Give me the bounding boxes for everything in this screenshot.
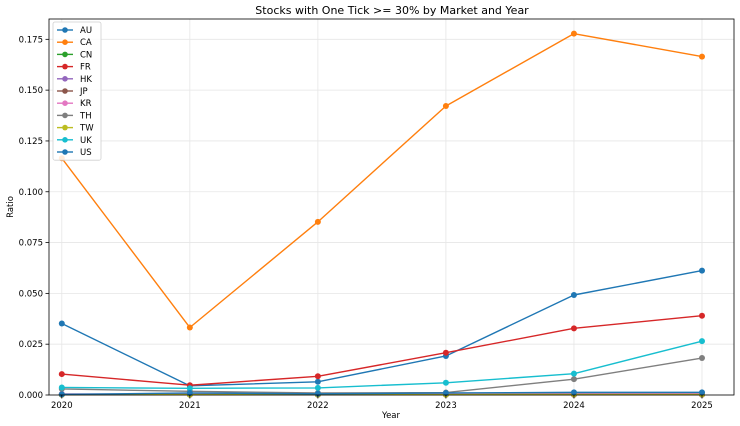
data-point-th[interactable] [698, 355, 705, 362]
plot-frame [48, 18, 735, 396]
x-axis-label: Year [381, 411, 401, 421]
y-tick-label: 0.025 [19, 340, 43, 350]
legend-label: UK [80, 136, 92, 146]
legend-marker [62, 27, 68, 33]
data-point-ca[interactable] [442, 102, 449, 109]
x-tick-label: 2020 [51, 401, 73, 411]
series-line-au [61, 269, 703, 387]
grid [49, 19, 734, 396]
legend-marker [62, 112, 68, 119]
data-point-ca[interactable] [698, 53, 705, 60]
legend-label: FR [80, 63, 91, 73]
y-tick-label: 0.175 [19, 35, 43, 45]
data-point-au[interactable] [698, 267, 705, 274]
legend-marker [62, 39, 68, 45]
series-ca [58, 30, 705, 331]
series-line-us [61, 391, 702, 396]
series-line-uk [61, 340, 703, 389]
data-point-us[interactable] [58, 391, 65, 398]
legend-item-hk[interactable]: HK [57, 75, 92, 85]
data-point-fr[interactable] [698, 312, 705, 319]
y-axis: 0.000 0.025 0.050 0.075 0.100 0.125 0.150 0.175 [19, 35, 49, 401]
data-point-au[interactable] [58, 320, 65, 327]
legend-label: TW [79, 124, 94, 134]
y-tick-label: 0.050 [19, 289, 43, 299]
chart-title: Stocks with One Tick >= 30% by Market an… [255, 4, 529, 17]
data-point-au[interactable] [314, 378, 321, 385]
legend-item-uk[interactable]: UK [57, 136, 92, 146]
legend-item-th[interactable]: TH [57, 111, 92, 121]
data-point-fr[interactable] [570, 325, 577, 332]
legend-item-cn[interactable]: CN [57, 50, 92, 60]
data-point-us[interactable] [570, 389, 577, 396]
x-tick-label: 2024 [563, 401, 585, 411]
legend-marker [62, 76, 68, 82]
legend-label: JP [79, 87, 88, 97]
legend-item-kr[interactable]: KR [57, 99, 92, 109]
legend-marker [62, 149, 68, 155]
x-tick-label: 2022 [307, 401, 329, 411]
legend[interactable]: AU CA CN FR HK JP KR TH TW UK US [52, 21, 102, 161]
legend-marker [62, 124, 68, 131]
data-point-uk[interactable] [186, 385, 193, 392]
data-point-ca[interactable] [186, 324, 193, 331]
legend-item-us[interactable]: US [57, 148, 92, 158]
series-us [58, 389, 705, 398]
data-point-uk[interactable] [58, 384, 65, 391]
x-tick-label: 2025 [691, 401, 713, 411]
legend-item-au[interactable]: AU [57, 26, 92, 36]
y-tick-label: 0.100 [19, 188, 43, 198]
legend-label: AU [80, 26, 92, 36]
series-au [58, 267, 705, 389]
data-point-ca[interactable] [570, 30, 577, 37]
data-point-ca[interactable] [314, 218, 321, 225]
legend-label: TH [79, 111, 92, 121]
y-axis-label: Ratio [6, 196, 16, 218]
x-axis: 2020 2021 2022 2023 2024 2025 [51, 395, 713, 411]
legend-label: KR [80, 99, 92, 109]
data-point-us[interactable] [698, 389, 705, 396]
data-point-us[interactable] [186, 389, 193, 396]
data-point-th[interactable] [570, 376, 577, 383]
legend-item-tw[interactable]: TW [57, 124, 94, 134]
data-point-us[interactable] [442, 389, 449, 396]
legend-label: HK [80, 75, 92, 85]
series-line-ca [61, 32, 703, 329]
data-point-uk[interactable] [442, 379, 449, 386]
y-tick-label: 0.000 [19, 391, 43, 401]
data-point-uk[interactable] [570, 370, 577, 377]
y-tick-label: 0.075 [19, 239, 43, 249]
y-tick-label: 0.125 [19, 137, 43, 147]
legend-label: CN [80, 50, 92, 60]
legend-item-ca[interactable]: CA [57, 38, 92, 48]
legend-marker [62, 100, 68, 106]
data-point-uk[interactable] [314, 384, 321, 391]
x-tick-label: 2021 [179, 401, 201, 411]
legend-marker [62, 137, 68, 143]
legend-marker [62, 63, 68, 70]
legend-marker [62, 51, 68, 58]
series-layer [58, 30, 705, 398]
legend-item-fr[interactable]: FR [57, 63, 91, 73]
legend-item-jp[interactable]: JP [57, 87, 88, 97]
data-point-fr[interactable] [442, 349, 449, 356]
x-tick-label: 2023 [435, 401, 457, 411]
legend-label: US [80, 148, 92, 158]
series-fr [58, 312, 705, 389]
series-th [58, 355, 705, 396]
data-point-fr[interactable] [58, 371, 65, 378]
data-point-uk[interactable] [698, 338, 705, 345]
series-uk [58, 338, 705, 392]
data-point-fr[interactable] [314, 373, 321, 380]
series-line-fr [61, 315, 703, 386]
y-tick-label: 0.150 [19, 86, 43, 96]
legend-marker [62, 88, 68, 94]
legend-label: CA [80, 38, 92, 48]
data-point-au[interactable] [570, 292, 577, 299]
